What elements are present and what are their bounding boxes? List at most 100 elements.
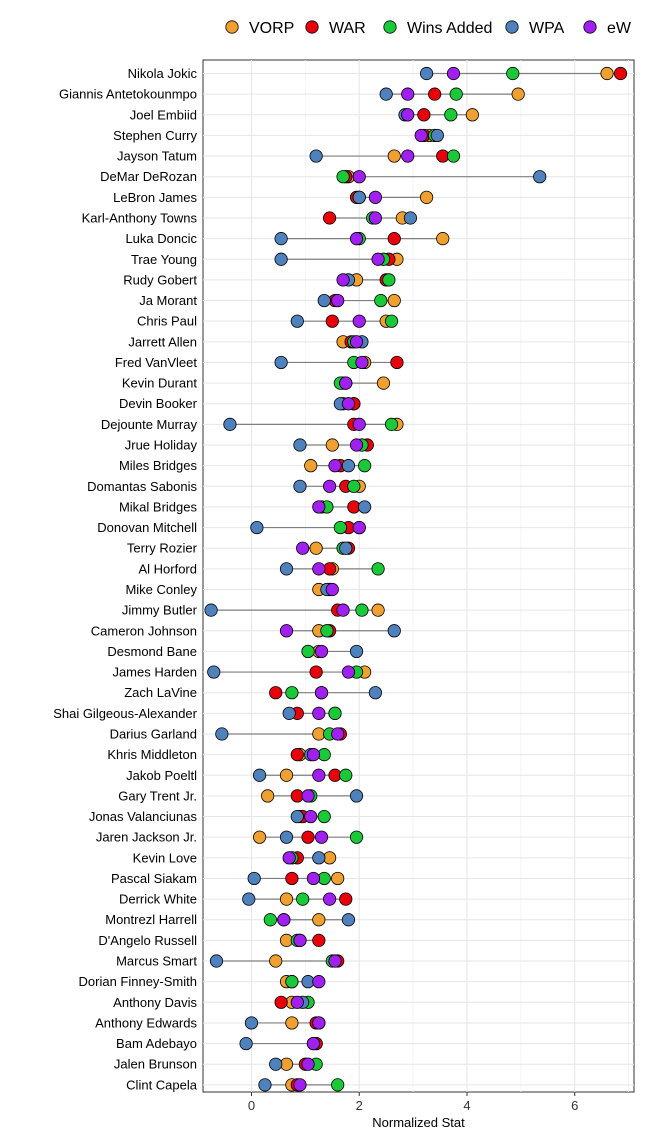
legend-label: WPA [529,20,565,37]
player-label: Mike Conley [125,582,197,597]
point-wpa [349,789,364,803]
player-label: LeBron James [113,190,197,205]
legend-item: VORP [225,20,294,37]
point-vorp [331,871,345,886]
point-wins-added [382,273,396,287]
point-ew [336,603,350,617]
point-vorp [312,913,326,927]
player-row [274,252,404,266]
point-ew [323,479,337,493]
point-wpa [312,851,326,865]
player-row [250,520,366,535]
player-row [269,686,382,700]
player-row [282,851,337,865]
legend-key [305,20,319,34]
point-wpa [533,170,547,184]
point-war [323,211,337,225]
player-row [279,975,326,989]
player-row [279,933,326,947]
player-label: Rudy Gobert [123,272,197,287]
player-label: Al Horford [138,561,197,576]
point-ew [352,314,366,328]
point-ew [328,459,342,473]
player-row [336,170,547,184]
player-label: Anthony Edwards [95,1015,197,1030]
player-row [247,871,345,886]
player-label: Devin Booker [119,396,198,411]
x-axis: 0 2 4 6 [248,1092,578,1113]
point-ew [323,892,337,906]
point-vorp [436,232,450,246]
point-wpa [274,252,288,266]
point-wpa [293,479,307,493]
player-label: Dejounte Murray [101,417,198,432]
legend-key [225,20,239,34]
point-ew [328,954,342,968]
point-wpa [207,665,221,679]
point-vorp [600,66,614,81]
point-wins-added [384,417,399,431]
point-ew [352,520,366,535]
player-label: Miles Bridges [119,458,198,473]
player-row [242,892,353,906]
point-war [325,314,339,328]
legend: VORP WAR Wins Added WPA eW [225,20,632,37]
point-wins-added [355,603,369,617]
point-war [339,892,353,906]
point-wins-added [506,66,520,81]
point-vorp [419,190,434,204]
point-ew [277,913,291,927]
player-row [290,809,331,824]
point-ew [296,541,310,555]
point-wins-added [263,913,277,927]
player-row [333,397,361,411]
player-label: Desmond Bane [107,644,197,659]
point-vorp [285,1016,299,1030]
point-war [269,686,283,700]
point-ew [336,273,350,287]
point-wpa [223,417,237,431]
player-label: Jimmy Butler [122,603,198,618]
point-wins-added [446,149,461,163]
point-war [309,665,323,679]
player-row [304,459,372,473]
player-label: Stephen Curry [113,128,197,143]
point-wpa [215,727,229,741]
point-war [428,87,442,101]
point-ew [349,232,364,246]
point-wins-added [374,293,388,308]
point-war [417,108,431,122]
player-label: Jakob Poeltl [126,768,197,783]
player-row [309,149,461,163]
point-ew [282,851,296,865]
player-row [323,211,418,225]
player-row [336,273,396,287]
player-row [263,913,356,927]
point-wpa [341,913,356,927]
point-wpa [309,149,323,163]
point-wins-added [347,479,361,493]
player-row [223,417,404,431]
player-row [274,995,315,1009]
player-row [204,603,385,617]
player-row [239,1036,323,1051]
player-label: Mikal Bridges [119,499,198,514]
point-ew [314,686,329,700]
player-label: Jaren Jackson Jr. [96,830,197,845]
point-ew [304,809,318,824]
player-label: Trae Young [131,252,197,267]
point-wpa [349,644,364,659]
point-vorp [309,541,323,555]
point-ew [325,582,339,597]
point-ew [312,706,326,720]
player-label: Kevin Love [133,850,197,865]
player-label: Khris Middleton [107,747,197,762]
player-row [336,335,369,349]
player-label: James Harden [112,665,197,680]
point-wins-added [285,975,299,989]
player-label: Montrezl Harrell [105,912,197,927]
player-label: Anthony Davis [113,995,197,1010]
player-row [269,1057,323,1071]
player-row [349,190,434,204]
